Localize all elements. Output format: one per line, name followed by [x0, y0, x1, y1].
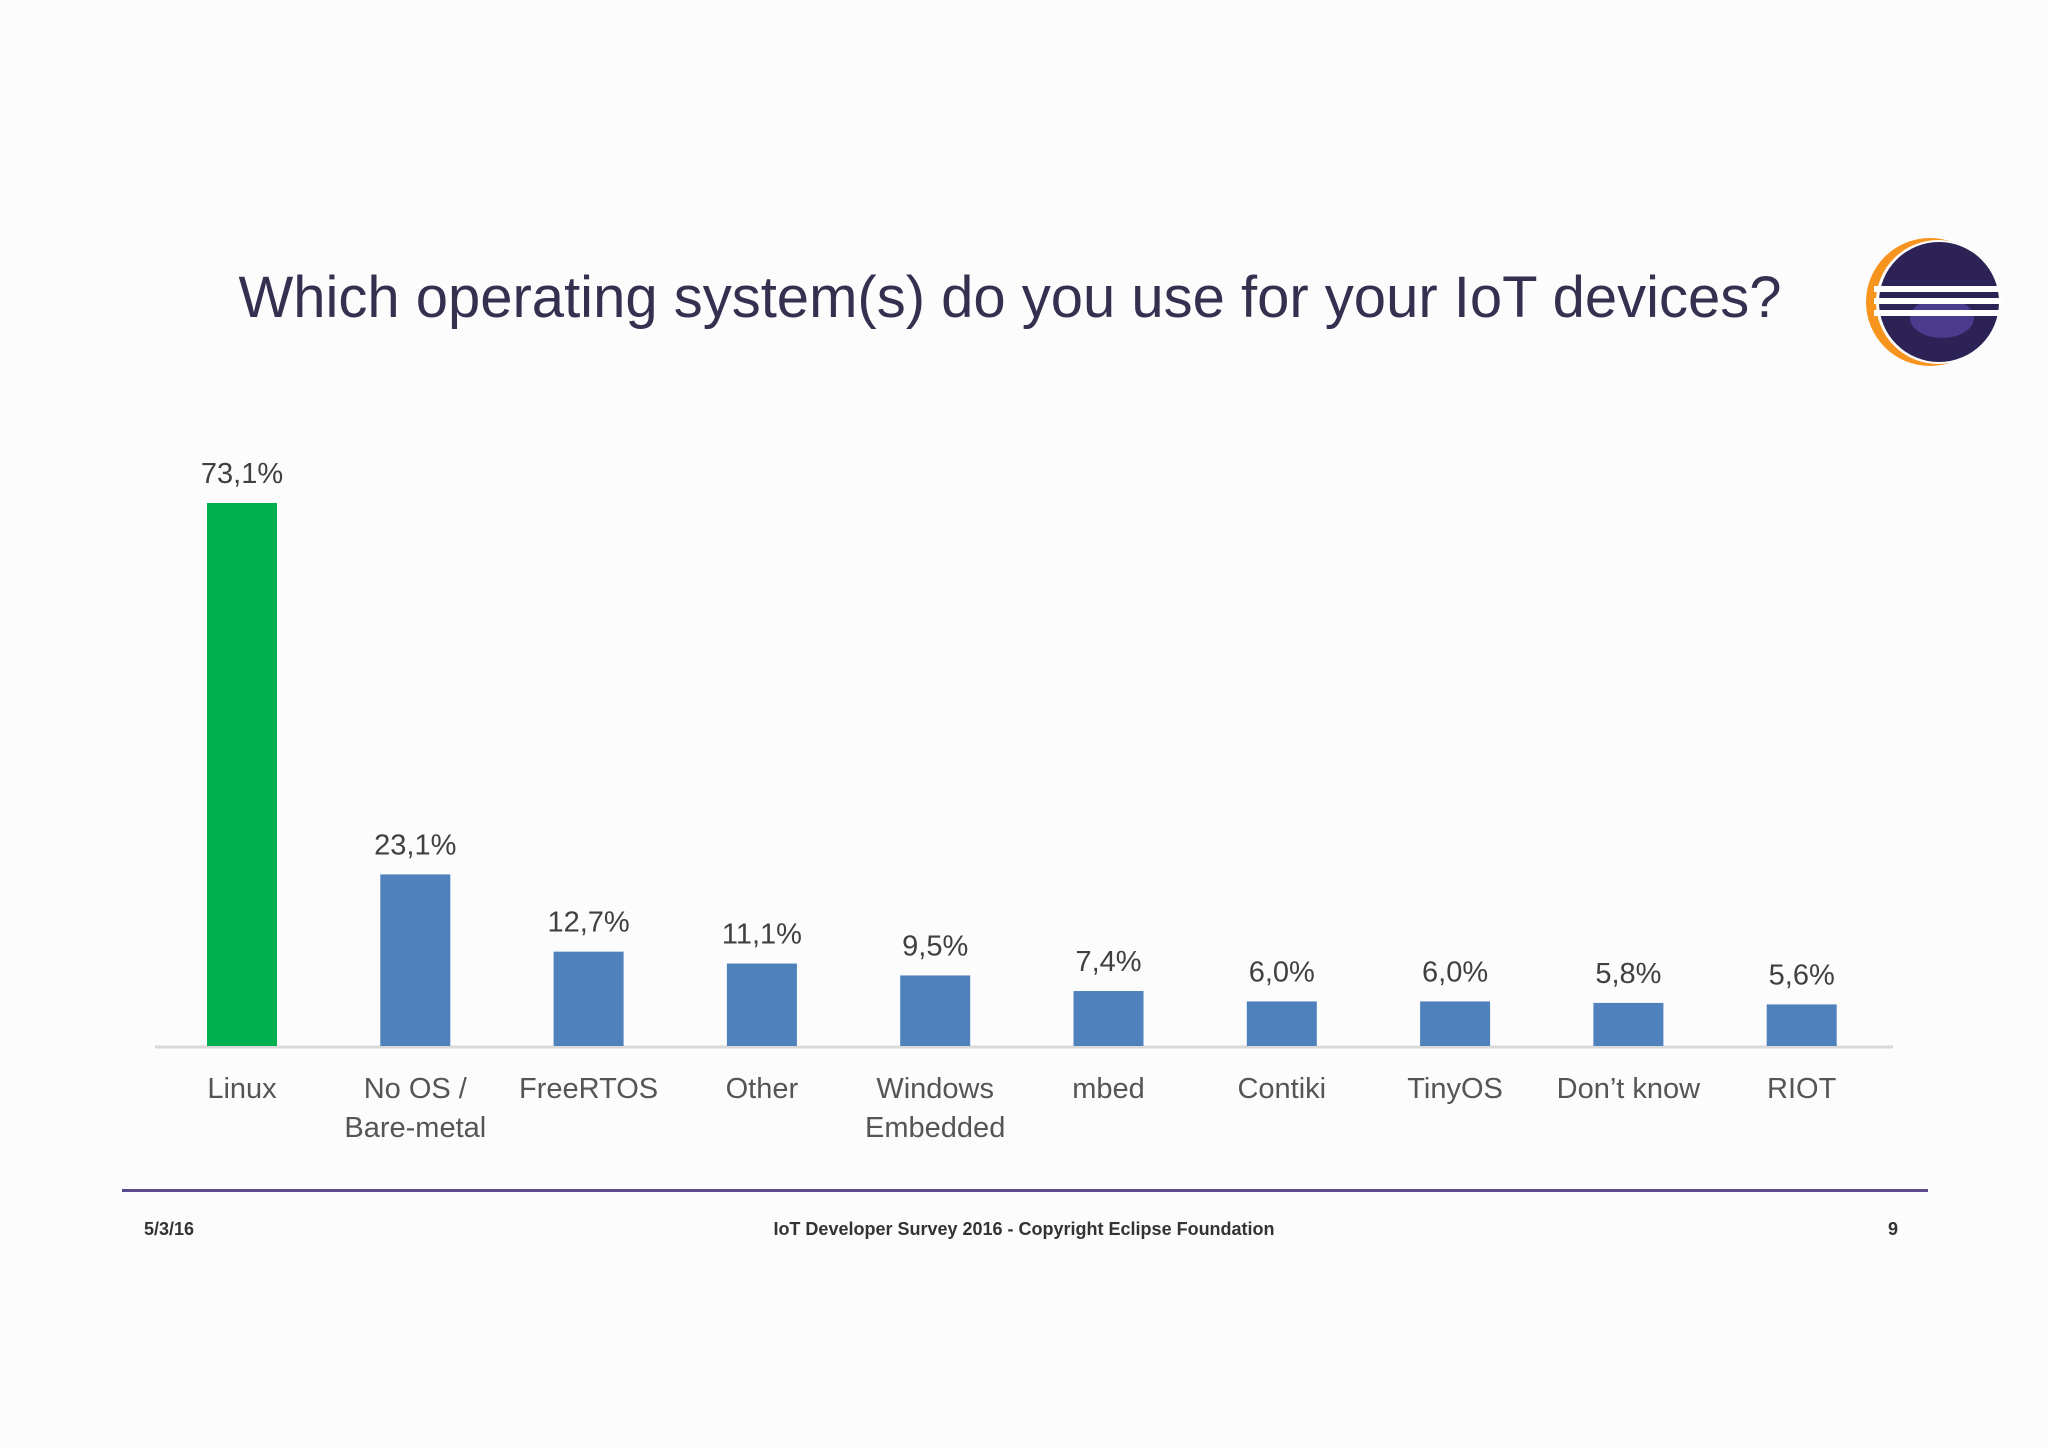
category-label-0: Linux: [207, 1073, 277, 1105]
category-label-8: Don’t know: [1557, 1073, 1702, 1105]
category-label-2: FreeRTOS: [519, 1073, 658, 1105]
category-label-4-line-0: Windows: [876, 1073, 994, 1105]
data-label-3: 11,1%: [722, 919, 802, 951]
bar-7: [1420, 1001, 1491, 1046]
category-label-3: Other: [726, 1073, 799, 1105]
bar-2: [553, 951, 624, 1046]
page-number: 9: [1888, 1219, 1899, 1239]
data-label-1: 23,1%: [374, 829, 456, 861]
data-label-4: 9,5%: [902, 930, 968, 962]
category-label-5: mbed: [1072, 1073, 1145, 1105]
footer-date: 5/3/16: [144, 1219, 195, 1239]
footer-copyright: IoT Developer Survey 2016 - Copyright Ec…: [773, 1219, 1275, 1239]
data-label-6: 6,0%: [1249, 956, 1315, 988]
bar-8: [1593, 1002, 1664, 1046]
data-label-0: 73,1%: [201, 458, 283, 490]
data-label-5: 7,4%: [1075, 946, 1141, 978]
data-label-8: 5,8%: [1595, 958, 1661, 990]
footer-divider: [122, 1189, 1928, 1192]
data-label-9: 5,6%: [1769, 959, 1835, 991]
bar-5: [1073, 991, 1144, 1046]
category-label-6: Contiki: [1237, 1073, 1326, 1105]
category-label-9: RIOT: [1767, 1073, 1837, 1105]
category-label-4-line-1: Embedded: [865, 1112, 1005, 1144]
bar-9: [1766, 1004, 1837, 1046]
slide-title: Which operating system(s) do you use for…: [238, 265, 1782, 330]
data-label-7: 6,0%: [1422, 956, 1488, 988]
category-label-1-line-1: Bare-metal: [344, 1112, 486, 1144]
bar-0: [207, 503, 277, 1046]
data-label-2: 12,7%: [547, 907, 629, 939]
bar-6: [1246, 1001, 1317, 1046]
bar-3: [726, 963, 797, 1046]
category-label-7: TinyOS: [1407, 1073, 1503, 1105]
bar-1: [380, 874, 451, 1046]
bar-4: [900, 975, 971, 1046]
eclipse-logo-icon: [1866, 238, 2002, 366]
category-label-1-line-0: No OS /: [364, 1073, 468, 1105]
